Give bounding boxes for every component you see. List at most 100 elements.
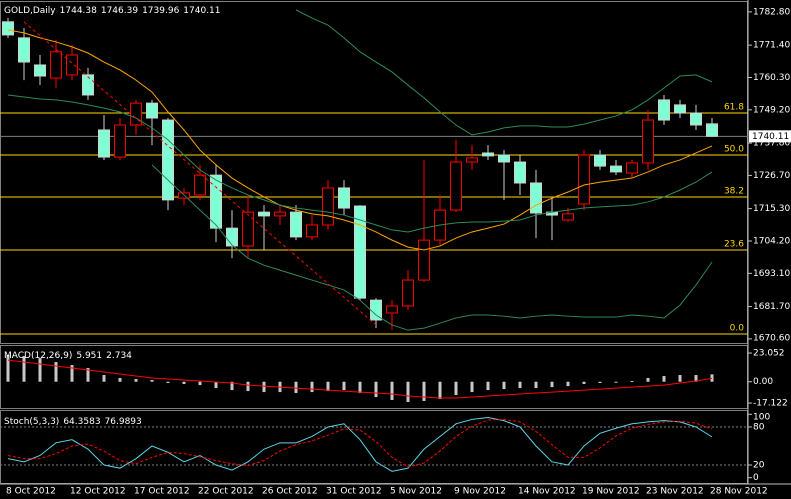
y-tick-label: 100 (753, 413, 770, 423)
candle-body (658, 99, 670, 121)
indicator-value: 1744.38 (60, 6, 97, 16)
candle-body (562, 213, 574, 221)
candle-body (626, 162, 638, 174)
indicator-header: GOLD,Daily 1744.38 1746.39 1739.96 1740.11 (4, 6, 221, 16)
y-tick-label: 0 (753, 473, 759, 483)
macd-bar (6, 354, 10, 382)
candle-body (274, 211, 286, 217)
y-tick-label: 1726.70 (753, 171, 790, 181)
y-tick-label: 1704.20 (753, 236, 790, 246)
macd-bar (582, 381, 586, 384)
current-price-label: 1740.11 (752, 132, 789, 142)
macd-bar (662, 376, 666, 382)
macd-bar (118, 377, 122, 382)
fibonacci-label: 61.8 (724, 103, 744, 113)
y-tick-label: 0.00 (753, 377, 773, 387)
macd-bar (102, 375, 106, 382)
candle-body (18, 37, 30, 63)
candle-body (290, 211, 302, 238)
current-price-box (749, 130, 791, 143)
macd-bar (182, 381, 186, 384)
macd-bar (54, 362, 58, 382)
y-tick-label: 80 (753, 422, 765, 432)
y-tick-label: 23.052 (753, 349, 785, 359)
y-tick-label: -17.122 (753, 399, 788, 409)
stoch-line (7, 416, 713, 472)
x-tick-label: 17 Oct 2012 (134, 487, 190, 497)
candle-body (354, 205, 366, 299)
y-tick-label: 1670.60 (753, 334, 790, 344)
x-tick-label: 5 Nov 2012 (390, 487, 442, 497)
candle-body (498, 154, 510, 163)
x-tick-label: 8 Oct 2012 (6, 487, 56, 497)
macd-bar (550, 381, 554, 388)
candle-body (322, 187, 334, 226)
macd-bar (246, 381, 250, 392)
macd-bar (518, 381, 522, 389)
candle-body (610, 165, 622, 173)
candle-body (338, 187, 350, 209)
macd-signal (7, 359, 713, 399)
candle-body (34, 64, 46, 77)
candle-body (82, 74, 94, 96)
y-tick-label: 1760.30 (753, 73, 790, 83)
candle-body (594, 154, 606, 167)
indicator-value: 5.951 (76, 351, 102, 361)
indicator-value: 1746.39 (101, 6, 138, 16)
macd-bar (342, 381, 346, 391)
y-tick-label: 1737.80 (753, 139, 790, 149)
x-tick-label: 26 Oct 2012 (262, 487, 318, 497)
macd-bar (310, 381, 314, 393)
y-tick-label: 20 (753, 461, 765, 471)
macd-bar (486, 381, 490, 391)
candle-body (530, 182, 542, 214)
fibonacci-label: 0.0 (730, 323, 745, 333)
candle-body (210, 174, 222, 229)
fibonacci-label: 38.2 (724, 186, 744, 196)
macd-bar (374, 381, 378, 398)
macd-bar (614, 381, 618, 383)
indicator-name: Stoch(5,3,3) (4, 417, 59, 427)
indicator-value: 64.3583 (63, 417, 100, 427)
candle-body (2, 21, 14, 36)
indicator-line (151, 164, 713, 331)
x-tick-label: 22 Oct 2012 (198, 487, 254, 497)
y-tick-label: 1715.30 (753, 204, 790, 214)
x-tick-label: 9 Nov 2012 (454, 487, 506, 497)
macd-bar (198, 381, 202, 386)
indicator-value: 1740.11 (183, 6, 220, 16)
indicator-header: Stoch(5,3,3) 64.3583 76.9893 (4, 417, 142, 427)
macd-bar (422, 381, 426, 402)
macd-bar (502, 381, 506, 390)
candle-body (402, 279, 414, 307)
macd-bar (534, 381, 538, 389)
candle-body (706, 123, 718, 137)
indicator-name: MACD(12,26,9) (4, 351, 72, 361)
candle-body (146, 102, 158, 119)
candle-body (514, 161, 526, 184)
macd-bar (630, 380, 634, 382)
macd-bar (326, 381, 330, 392)
macd-bar (598, 381, 602, 383)
y-tick-label: 1681.70 (753, 302, 790, 312)
y-tick-label: 1782.80 (753, 7, 790, 17)
indicator-line (7, 29, 713, 251)
candle-body (642, 119, 654, 164)
x-tick-label: 23 Nov 2012 (646, 487, 704, 497)
macd-bar (38, 358, 42, 382)
macd-bar (294, 381, 298, 394)
macd-bar (150, 379, 154, 382)
macd-bar (166, 381, 170, 383)
macd-bar (678, 375, 682, 382)
stoch-line (7, 418, 713, 468)
candle-body (450, 161, 462, 211)
x-tick-label: 31 Oct 2012 (326, 487, 382, 497)
candle-body (482, 152, 494, 157)
candle-body (578, 154, 590, 205)
fibonacci-label: 50.0 (724, 145, 744, 155)
macd-bar (438, 381, 442, 400)
candle-body (98, 129, 110, 158)
macd-bar (390, 381, 394, 401)
x-tick-label: 28 Nov 2012 (710, 487, 768, 497)
